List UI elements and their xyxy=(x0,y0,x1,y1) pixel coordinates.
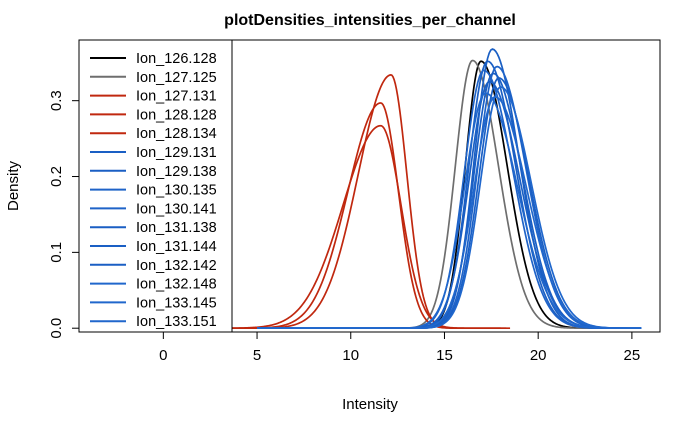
legend-label: Ion_127.125 xyxy=(136,70,217,86)
x-axis-label: Intensity xyxy=(342,396,398,413)
density-curves xyxy=(228,48,642,330)
legend-label: Ion_132.148 xyxy=(136,277,217,293)
legend-label: Ion_133.151 xyxy=(136,314,217,330)
y-tick-label: 0.0 xyxy=(48,318,65,339)
legend-label: Ion_128.128 xyxy=(136,107,217,123)
density-line-ion-128-134 xyxy=(228,124,507,330)
y-axis: 0.0 0.1 0.2 0.3 xyxy=(48,90,80,339)
legend-label: Ion_133.145 xyxy=(136,295,217,311)
legend-label: Ion_129.138 xyxy=(136,164,217,180)
x-tick-label: 10 xyxy=(342,347,359,364)
x-tick-label: 15 xyxy=(436,347,453,364)
y-tick-label: 0.3 xyxy=(48,90,65,111)
legend-label: Ion_130.141 xyxy=(136,201,217,217)
y-tick-label: 0.2 xyxy=(48,166,65,187)
legend-label: Ion_129.131 xyxy=(136,145,217,161)
y-tick-label: 0.1 xyxy=(48,242,65,263)
legend-label: Ion_130.135 xyxy=(136,183,217,199)
density-line-ion-130-141 xyxy=(257,69,642,330)
legend-label: Ion_132.142 xyxy=(136,258,217,274)
density-line-ion-129-138 xyxy=(257,60,642,330)
legend-label: Ion_126.128 xyxy=(136,51,217,67)
y-axis-label: Density xyxy=(5,160,22,211)
density-line-ion-129-131 xyxy=(257,48,642,330)
x-tick-label: 25 xyxy=(624,347,641,364)
x-tick-label: 5 xyxy=(253,347,261,364)
legend: Ion_126.128 Ion_127.125 Ion_127.131 Ion_128… xyxy=(78,39,233,333)
density-line-ion-133-151 xyxy=(257,96,642,330)
legend-label: Ion_128.134 xyxy=(136,126,217,142)
x-axis: 0 5 10 15 20 25 xyxy=(159,331,641,364)
density-line-ion-132-142 xyxy=(257,80,642,330)
x-tick-label: 20 xyxy=(530,347,547,364)
legend-label: Ion_127.131 xyxy=(136,89,217,105)
x-tick-label: 0 xyxy=(159,347,167,364)
density-line-ion-127-131 xyxy=(228,74,511,330)
chart-title: plotDensities_intensities_per_channel xyxy=(224,12,516,29)
legend-label: Ion_131.138 xyxy=(136,220,217,236)
density-line-ion-130-135 xyxy=(257,65,642,330)
legend-label: Ion_131.144 xyxy=(136,239,217,255)
